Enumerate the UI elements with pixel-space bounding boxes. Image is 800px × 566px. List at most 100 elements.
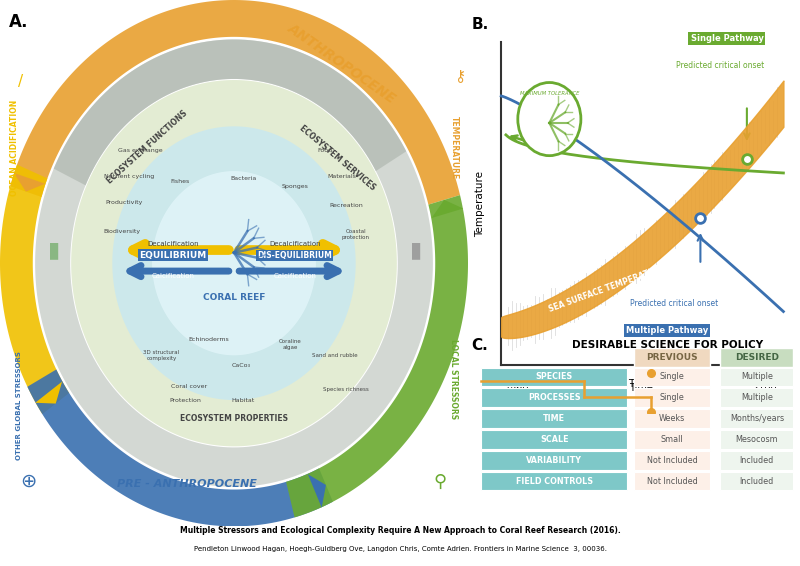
FancyBboxPatch shape (720, 409, 794, 428)
Text: CORAL REEF: CORAL REEF (203, 293, 265, 302)
Text: Gas exchange: Gas exchange (118, 148, 162, 152)
Text: SEA SURFACE TEMPERATURE: SEA SURFACE TEMPERATURE (548, 263, 667, 314)
Text: ⊕: ⊕ (20, 472, 36, 491)
Text: LOCAL STRESSORS: LOCAL STRESSORS (450, 339, 458, 419)
FancyBboxPatch shape (482, 388, 627, 407)
Text: /: / (18, 74, 24, 89)
Text: Multiple Stressors and Ecological Complexity Require A New Approach to Coral Ree: Multiple Stressors and Ecological Comple… (180, 526, 620, 535)
FancyBboxPatch shape (482, 451, 627, 470)
Text: Sponges: Sponges (282, 185, 308, 190)
Text: Coastal
protection: Coastal protection (342, 229, 370, 239)
Text: A.: A. (10, 13, 29, 31)
Text: TIME: TIME (543, 414, 566, 423)
Text: Time: Time (628, 379, 654, 388)
Text: Recreation: Recreation (330, 203, 363, 208)
FancyBboxPatch shape (634, 430, 710, 449)
Text: CaCo₃: CaCo₃ (231, 363, 250, 368)
Text: Predicted critical onset: Predicted critical onset (630, 299, 718, 308)
Polygon shape (10, 0, 460, 204)
FancyBboxPatch shape (634, 451, 710, 470)
Text: Included: Included (740, 456, 774, 465)
Text: 3D structural
complexity: 3D structural complexity (143, 350, 179, 361)
Text: Mesocosm: Mesocosm (735, 435, 778, 444)
Text: Single Pathway: Single Pathway (690, 34, 763, 43)
Polygon shape (0, 165, 69, 414)
Polygon shape (27, 370, 333, 526)
FancyBboxPatch shape (634, 348, 710, 367)
Text: Materials: Materials (327, 174, 356, 179)
Text: Echinoderms: Echinoderms (188, 337, 229, 342)
Text: 1860: 1860 (505, 383, 529, 393)
FancyBboxPatch shape (720, 388, 794, 407)
Text: ▮: ▮ (48, 240, 60, 260)
Text: Pendleton Linwood Hagan, Hoegh-Guldberg Ove, Langdon Chris, Comte Adrien. Fronti: Pendleton Linwood Hagan, Hoegh-Guldberg … (194, 546, 606, 552)
FancyBboxPatch shape (720, 451, 794, 470)
Polygon shape (14, 173, 45, 192)
Text: DESIRABLE SCIENCE FOR POLICY: DESIRABLE SCIENCE FOR POLICY (572, 340, 762, 350)
FancyBboxPatch shape (482, 472, 627, 490)
Text: Decalcification: Decalcification (147, 241, 199, 247)
Text: Calcification: Calcification (274, 273, 316, 278)
FancyBboxPatch shape (634, 388, 710, 407)
Text: Food: Food (318, 148, 333, 152)
Polygon shape (286, 195, 468, 517)
FancyBboxPatch shape (720, 472, 794, 490)
FancyBboxPatch shape (720, 348, 794, 367)
Text: ▮: ▮ (410, 240, 422, 260)
FancyBboxPatch shape (482, 430, 627, 449)
Text: Multiple: Multiple (741, 393, 773, 402)
Polygon shape (152, 171, 316, 355)
Text: Coraline
algae: Coraline algae (278, 340, 302, 350)
Text: SCALE: SCALE (540, 435, 569, 444)
Text: Temperature: Temperature (474, 171, 485, 237)
Text: Time: Time (629, 383, 653, 393)
Text: Biodiversity: Biodiversity (103, 229, 140, 234)
Text: Weeks: Weeks (659, 414, 686, 423)
Text: Months/years: Months/years (730, 414, 784, 423)
Text: ⚲: ⚲ (434, 473, 446, 491)
Text: Not Included: Not Included (647, 456, 698, 465)
Polygon shape (431, 200, 463, 218)
Circle shape (518, 83, 581, 156)
Text: Coral cover: Coral cover (171, 384, 208, 389)
Text: Bacteria: Bacteria (230, 177, 257, 182)
Text: Multiple: Multiple (741, 372, 773, 381)
Text: Nutrient cycling: Nutrient cycling (103, 174, 154, 179)
Text: C.: C. (471, 337, 488, 353)
FancyBboxPatch shape (720, 430, 794, 449)
Text: Included: Included (740, 477, 774, 486)
FancyBboxPatch shape (634, 409, 710, 428)
Text: Decalcification: Decalcification (269, 241, 321, 247)
Polygon shape (71, 80, 397, 447)
FancyBboxPatch shape (482, 409, 627, 428)
Text: DESIRED: DESIRED (735, 353, 779, 362)
Text: ECOSYSTEM SERVICES: ECOSYSTEM SERVICES (298, 123, 377, 192)
Text: Habitat: Habitat (232, 397, 255, 402)
Text: Not Included: Not Included (647, 477, 698, 486)
Polygon shape (112, 126, 356, 400)
Text: ECOSYSTEM FUNCTIONS: ECOSYSTEM FUNCTIONS (106, 109, 190, 186)
Text: PRE - ANTHROPOCENE: PRE - ANTHROPOCENE (118, 479, 257, 489)
Text: Single: Single (660, 393, 685, 402)
Text: ANTHROPOCENE: ANTHROPOCENE (285, 20, 398, 106)
Text: 2100: 2100 (752, 383, 777, 393)
Text: PROCESSES: PROCESSES (528, 393, 581, 402)
FancyBboxPatch shape (634, 368, 710, 386)
Text: Small: Small (661, 435, 683, 444)
Polygon shape (54, 40, 406, 185)
Text: EQUILIBRIUM: EQUILIBRIUM (139, 251, 206, 260)
Text: Single: Single (660, 372, 685, 381)
Text: SPECIES: SPECIES (536, 372, 573, 381)
Polygon shape (35, 40, 433, 487)
Text: TEMPERATURE: TEMPERATURE (450, 116, 458, 179)
Text: Protection: Protection (169, 397, 201, 402)
Text: ECOSYSTEM PROPERTIES: ECOSYSTEM PROPERTIES (180, 414, 288, 423)
Text: ⚷: ⚷ (455, 69, 466, 84)
Polygon shape (35, 381, 62, 404)
Text: Fishes: Fishes (170, 179, 190, 184)
Text: Predicted critical onset: Predicted critical onset (676, 61, 765, 70)
Text: MAXIMUM TOLERANCE: MAXIMUM TOLERANCE (519, 91, 579, 96)
Polygon shape (308, 474, 326, 508)
Text: Species richness: Species richness (323, 387, 369, 392)
FancyBboxPatch shape (634, 472, 710, 490)
